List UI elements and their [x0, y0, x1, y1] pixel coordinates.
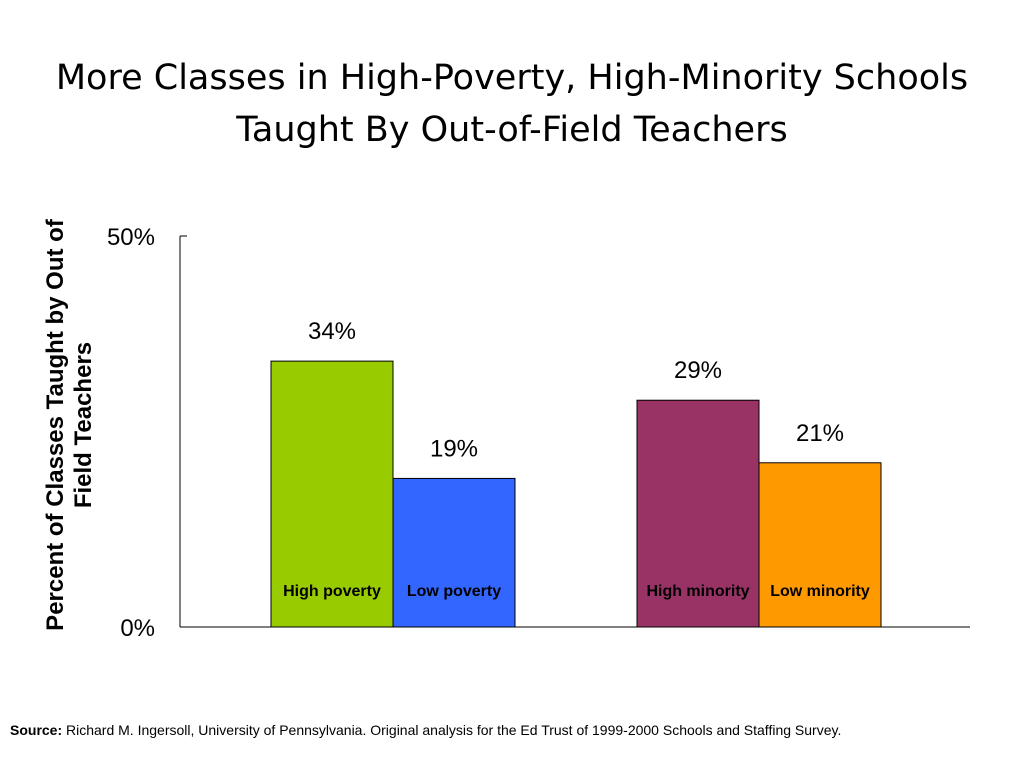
data-label: 19% — [430, 435, 478, 462]
source-note: Source: Richard M. Ingersoll, University… — [10, 722, 1010, 738]
category-label: Low poverty — [407, 583, 501, 600]
bar-low-minority — [758, 462, 882, 628]
data-label: 29% — [674, 357, 722, 384]
bar-chart: 0% 50% 34% High poverty 19% Low poverty 29% Hig… — [107, 224, 970, 642]
y-tick-label: 0% — [120, 615, 155, 642]
bar-high-minority — [636, 399, 760, 628]
bar-low-poverty — [392, 477, 516, 628]
y-tick-label: 50% — [107, 224, 155, 251]
category-label: High poverty — [283, 583, 381, 600]
data-label: 34% — [308, 318, 356, 345]
data-label: 21% — [796, 420, 844, 447]
chart-title-line-2: Taught By Out-of-Field Teachers — [236, 110, 788, 150]
category-label: High minority — [646, 583, 749, 600]
source-label: Source: — [10, 722, 63, 738]
chart-title-line-1: More Classes in High-Poverty, High-Minor… — [55, 58, 969, 98]
source-text: Richard M. Ingersoll, University of Penn… — [62, 722, 842, 738]
chart-title: More Classes in High-Poverty, High-Minor… — [0, 52, 1024, 156]
bar-high-poverty — [270, 360, 394, 628]
category-label: Low minority — [770, 583, 870, 600]
